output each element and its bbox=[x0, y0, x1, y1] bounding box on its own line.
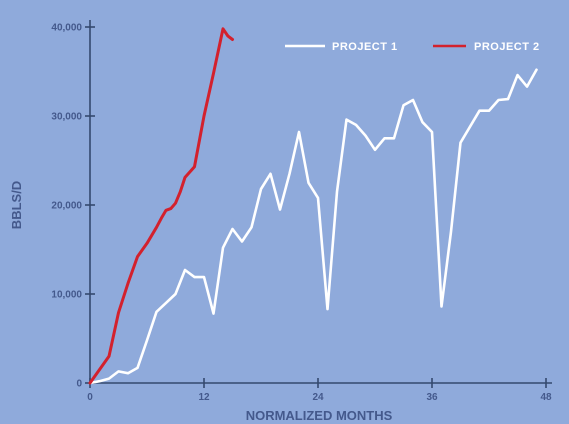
legend-label-project-2: PROJECT 2 bbox=[474, 41, 540, 53]
x-tick-label: 36 bbox=[426, 392, 438, 403]
series-layer bbox=[88, 27, 538, 385]
x-tick-label: 24 bbox=[312, 392, 324, 403]
y-tick-label: 30,000 bbox=[51, 112, 82, 123]
x-axis-title: NORMALIZED MONTHS bbox=[246, 408, 393, 423]
y-tick-label: 40,000 bbox=[51, 23, 82, 34]
series-line-project-1 bbox=[88, 68, 538, 385]
y-tick-label: 0 bbox=[76, 379, 82, 390]
x-tick-label: 12 bbox=[198, 392, 210, 403]
legend-label-project-1: PROJECT 1 bbox=[332, 41, 398, 53]
y-axis-title: BBLS/D bbox=[9, 181, 24, 229]
y-tick-label: 20,000 bbox=[51, 201, 82, 212]
axes: 0 10,000 20,000 30,000 40,000 0 12 24 36 48 bbox=[51, 20, 552, 403]
legend: PROJECT 1 PROJECT 2 bbox=[285, 41, 540, 53]
x-tick-label: 0 bbox=[87, 392, 93, 403]
series-line-project-2 bbox=[88, 27, 234, 385]
x-tick-label: 48 bbox=[540, 392, 552, 403]
y-tick-label: 10,000 bbox=[51, 290, 82, 301]
